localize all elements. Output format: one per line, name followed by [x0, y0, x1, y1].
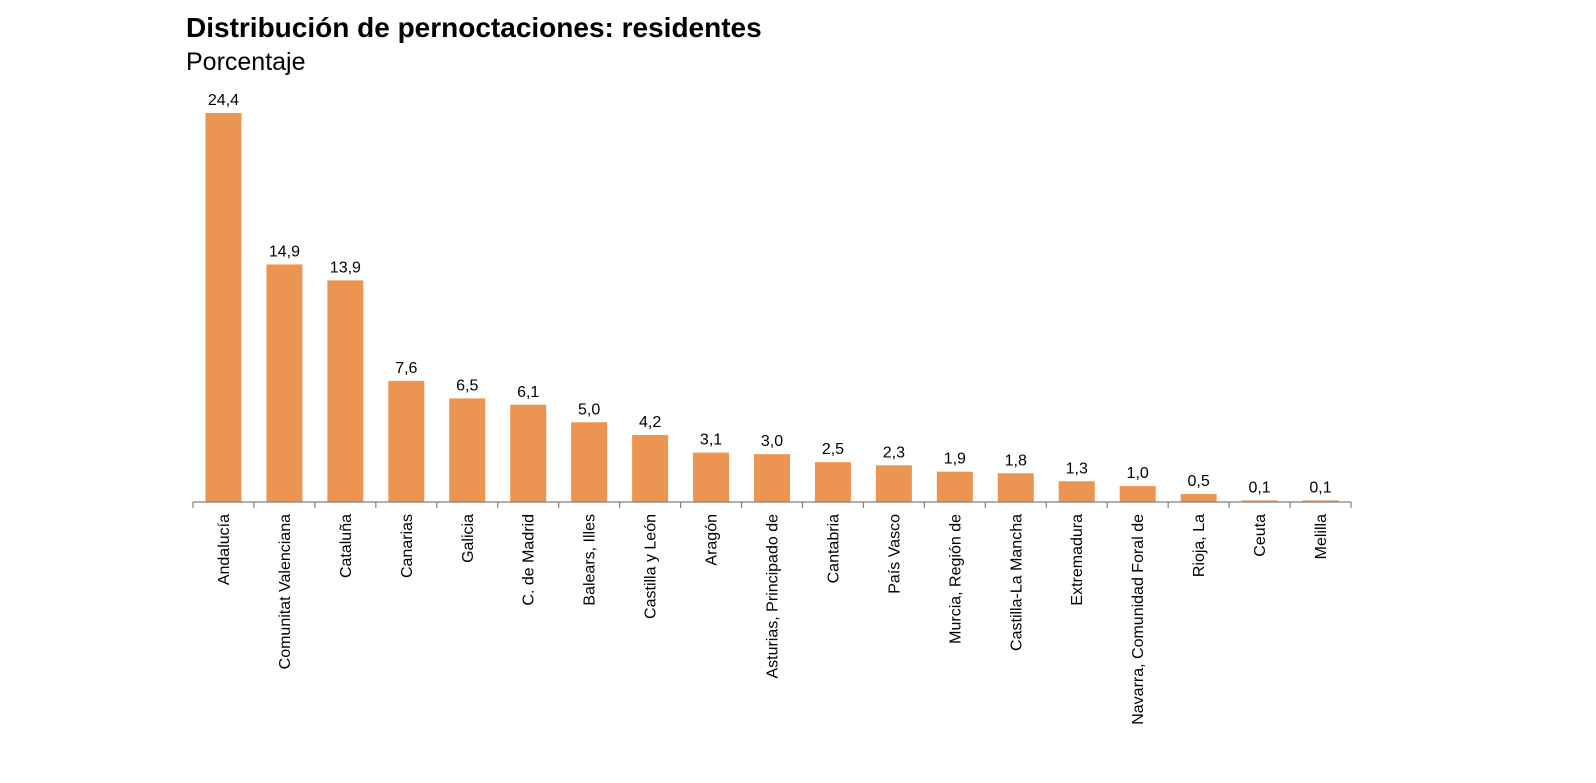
data-label: 5,0 [578, 401, 600, 418]
data-label: 4,2 [639, 414, 661, 431]
bar [388, 380, 425, 502]
data-label: 1,3 [1066, 460, 1088, 477]
bar [1058, 481, 1095, 502]
data-label: 1,9 [944, 451, 966, 468]
category-label: Castilla y León [643, 514, 660, 619]
data-label: 7,6 [395, 360, 417, 377]
bar [936, 471, 973, 502]
bar [266, 264, 303, 502]
category-label: Aragón [704, 514, 721, 566]
bar [875, 465, 912, 502]
category-label: C. de Madrid [521, 514, 538, 606]
category-label: Canarias [399, 514, 416, 578]
bar [1241, 500, 1278, 502]
bar [327, 280, 364, 502]
chart-subtitle: Porcentaje [186, 48, 306, 76]
data-label: 14,9 [269, 243, 300, 260]
category-label: Navarra, Comunidad Foral de [1130, 514, 1147, 725]
category-label: Cataluña [338, 514, 355, 578]
category-label: Murcia, Región de [947, 514, 964, 644]
data-label: 0,1 [1248, 479, 1270, 496]
data-label: 3,0 [761, 433, 783, 450]
bar [1302, 500, 1339, 502]
chart-title: Distribución de pernoctaciones: resident… [186, 12, 762, 43]
bar [571, 422, 608, 502]
bar [510, 404, 547, 502]
data-label: 6,5 [456, 377, 478, 394]
data-label: 1,8 [1005, 452, 1027, 469]
bar-group [205, 113, 1339, 502]
bar [1180, 494, 1217, 502]
x-axis [192, 501, 1352, 508]
data-label: 2,3 [883, 444, 905, 461]
data-label: 0,1 [1309, 479, 1331, 496]
category-label: Castilla-La Mancha [1008, 514, 1025, 651]
data-label: 2,5 [822, 441, 844, 458]
bar [449, 398, 486, 502]
category-label: Asturias, Principado de [765, 514, 782, 679]
bar [693, 452, 730, 502]
category-label: Ceuta [1252, 514, 1269, 557]
category-label: Melilla [1313, 514, 1330, 559]
category-label: Balears, Illes [582, 514, 599, 606]
category-label: País Vasco [886, 514, 903, 594]
data-label: 1,0 [1127, 465, 1149, 482]
bar [1119, 486, 1156, 502]
category-label: Rioja, La [1191, 514, 1208, 577]
category-label: Extremadura [1069, 514, 1086, 606]
category-label: Comunitat Valenciana [277, 514, 294, 669]
bar [632, 435, 669, 502]
bar [205, 113, 242, 502]
bar [754, 454, 790, 502]
data-label: 0,5 [1188, 473, 1210, 490]
data-label: 24,4 [208, 92, 239, 109]
data-label: 6,1 [517, 384, 539, 401]
category-label-group: Andalucía Comunitat Valenciana Cataluña Can… [216, 514, 1330, 725]
category-label: Andalucía [216, 514, 233, 585]
bar [814, 462, 851, 502]
data-label: 3,1 [700, 432, 722, 449]
data-label: 13,9 [330, 259, 361, 276]
category-label: Cantabria [825, 514, 842, 583]
value-label-group: 24,4 14,9 13,9 7,6 6,5 6,1 5,0 4,2 3,1 3,0 2,5 2,3 1… [208, 92, 1332, 496]
category-label: Galicia [460, 514, 477, 563]
bar [997, 473, 1034, 502]
